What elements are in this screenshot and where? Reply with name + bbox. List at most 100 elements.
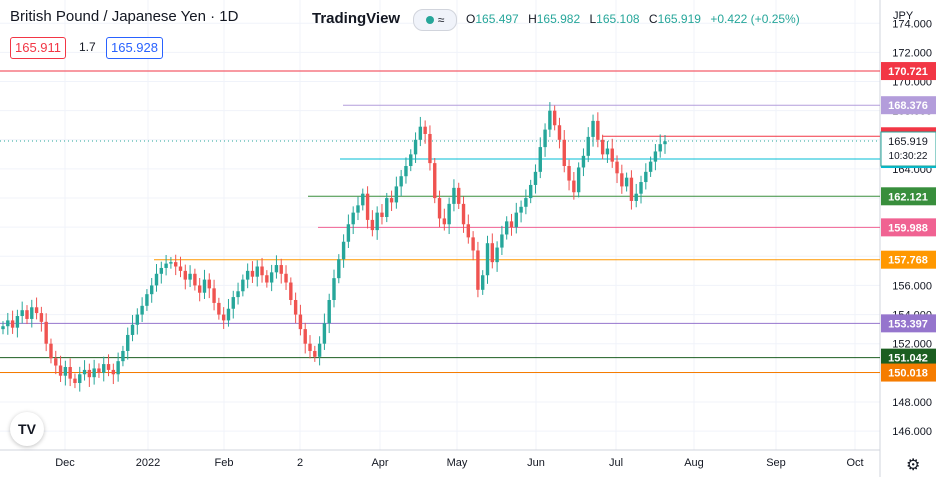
candle-body [126, 334, 130, 351]
candle-body [293, 300, 298, 315]
candle-body [150, 285, 154, 295]
candle-body [442, 218, 447, 225]
candle-body [658, 144, 662, 152]
candle-body [159, 267, 164, 274]
candle-body [140, 305, 144, 315]
candle-body [495, 247, 499, 263]
candle-body [394, 186, 399, 203]
candle-body [30, 307, 34, 319]
candle-body [63, 366, 68, 376]
x-tick-label: Feb [215, 457, 234, 469]
candle-body [389, 198, 394, 203]
candle-body [322, 323, 327, 344]
candle-body [236, 291, 240, 298]
candle-body [365, 193, 370, 220]
x-tick-label: Apr [371, 457, 388, 469]
candle-body [303, 329, 307, 344]
candle-body [317, 343, 322, 357]
candle-body [116, 361, 120, 375]
price-level-label-bg [881, 96, 936, 115]
candle-body [552, 110, 557, 126]
candle-body [183, 270, 187, 280]
candle-body [188, 273, 192, 280]
x-tick-label: Jul [609, 457, 623, 469]
low-value: 165.108 [596, 12, 640, 26]
candle-body [102, 364, 106, 373]
candle-body [648, 161, 653, 172]
candle-body [476, 250, 480, 290]
x-tick-label: 2022 [136, 457, 160, 469]
candle-body [346, 224, 351, 242]
candle-body [620, 173, 624, 187]
candle-body [178, 266, 183, 271]
candle-body [385, 198, 389, 217]
candle-body [34, 307, 39, 314]
gear-icon[interactable]: ⚙ [906, 457, 921, 474]
x-tick-label: Aug [684, 457, 704, 469]
candle-body [308, 343, 312, 351]
candle-body [644, 171, 648, 183]
candle-body [610, 148, 614, 162]
candle-body [269, 272, 274, 283]
x-tick-label: May [447, 457, 468, 469]
symbol-title[interactable]: British Pound / Japanese Yen · 1D [10, 8, 239, 25]
price-level-label: 159.988 [888, 222, 928, 234]
candle-body [169, 262, 173, 264]
candle-body [337, 259, 341, 279]
candle-body [25, 310, 29, 319]
candle-body [471, 237, 475, 251]
tradingview-logo[interactable]: TV [10, 412, 44, 446]
candle-body [548, 110, 552, 130]
candle-body [605, 148, 610, 155]
candle-body [145, 294, 149, 306]
candle-body [452, 187, 456, 204]
high-value: 165.982 [536, 12, 581, 26]
price-level-label: 151.042 [888, 353, 928, 365]
candle-body [591, 120, 595, 137]
candle-body [572, 180, 576, 193]
x-tick-label: 2 [297, 457, 303, 469]
candle-body [524, 198, 528, 207]
sell-price-button[interactable]: 165.911 [10, 37, 67, 59]
market-status-toggle[interactable]: ≈ [413, 9, 457, 31]
candle-body [327, 300, 331, 324]
candle-body [404, 166, 408, 177]
candle-body [92, 368, 96, 378]
price-level-label-bg [881, 314, 936, 333]
candle-body [58, 365, 63, 376]
price-level-label-bg [881, 348, 936, 367]
candle-body [356, 205, 360, 213]
candle-body [164, 263, 168, 268]
spread-value: 1.7 [79, 40, 96, 54]
open-label: O [466, 12, 476, 26]
candle-body [370, 219, 375, 231]
candle-body [586, 136, 590, 156]
candle-body [490, 243, 495, 263]
candle-body [514, 212, 518, 228]
candle-body [596, 120, 600, 140]
y-tick-label: 172.000 [892, 47, 932, 59]
candle-body [197, 285, 202, 293]
price-level-label-bg [881, 250, 936, 269]
high-label: H [528, 12, 537, 26]
bar-countdown-label: 10:30:22 [889, 151, 928, 162]
candle-body [538, 147, 542, 172]
candle-body [193, 273, 197, 286]
x-tick-label: Sep [766, 457, 786, 469]
candle-body [504, 221, 509, 235]
candle-body [576, 167, 581, 193]
y-tick-label: 174.000 [892, 18, 932, 30]
currency-label[interactable]: JPY [893, 10, 914, 22]
candle-body [313, 350, 317, 357]
candle-body [615, 161, 619, 174]
candle-body [461, 203, 466, 225]
candle-body [581, 155, 586, 168]
candle-body [284, 273, 288, 283]
candle-body [207, 279, 211, 289]
low-label: L [589, 12, 597, 26]
price-level-label: 157.768 [888, 255, 928, 267]
price-level-label-bg [881, 187, 936, 206]
buy-price-button[interactable]: 165.928 [106, 37, 163, 59]
x-tick-label: Dec [55, 457, 75, 469]
